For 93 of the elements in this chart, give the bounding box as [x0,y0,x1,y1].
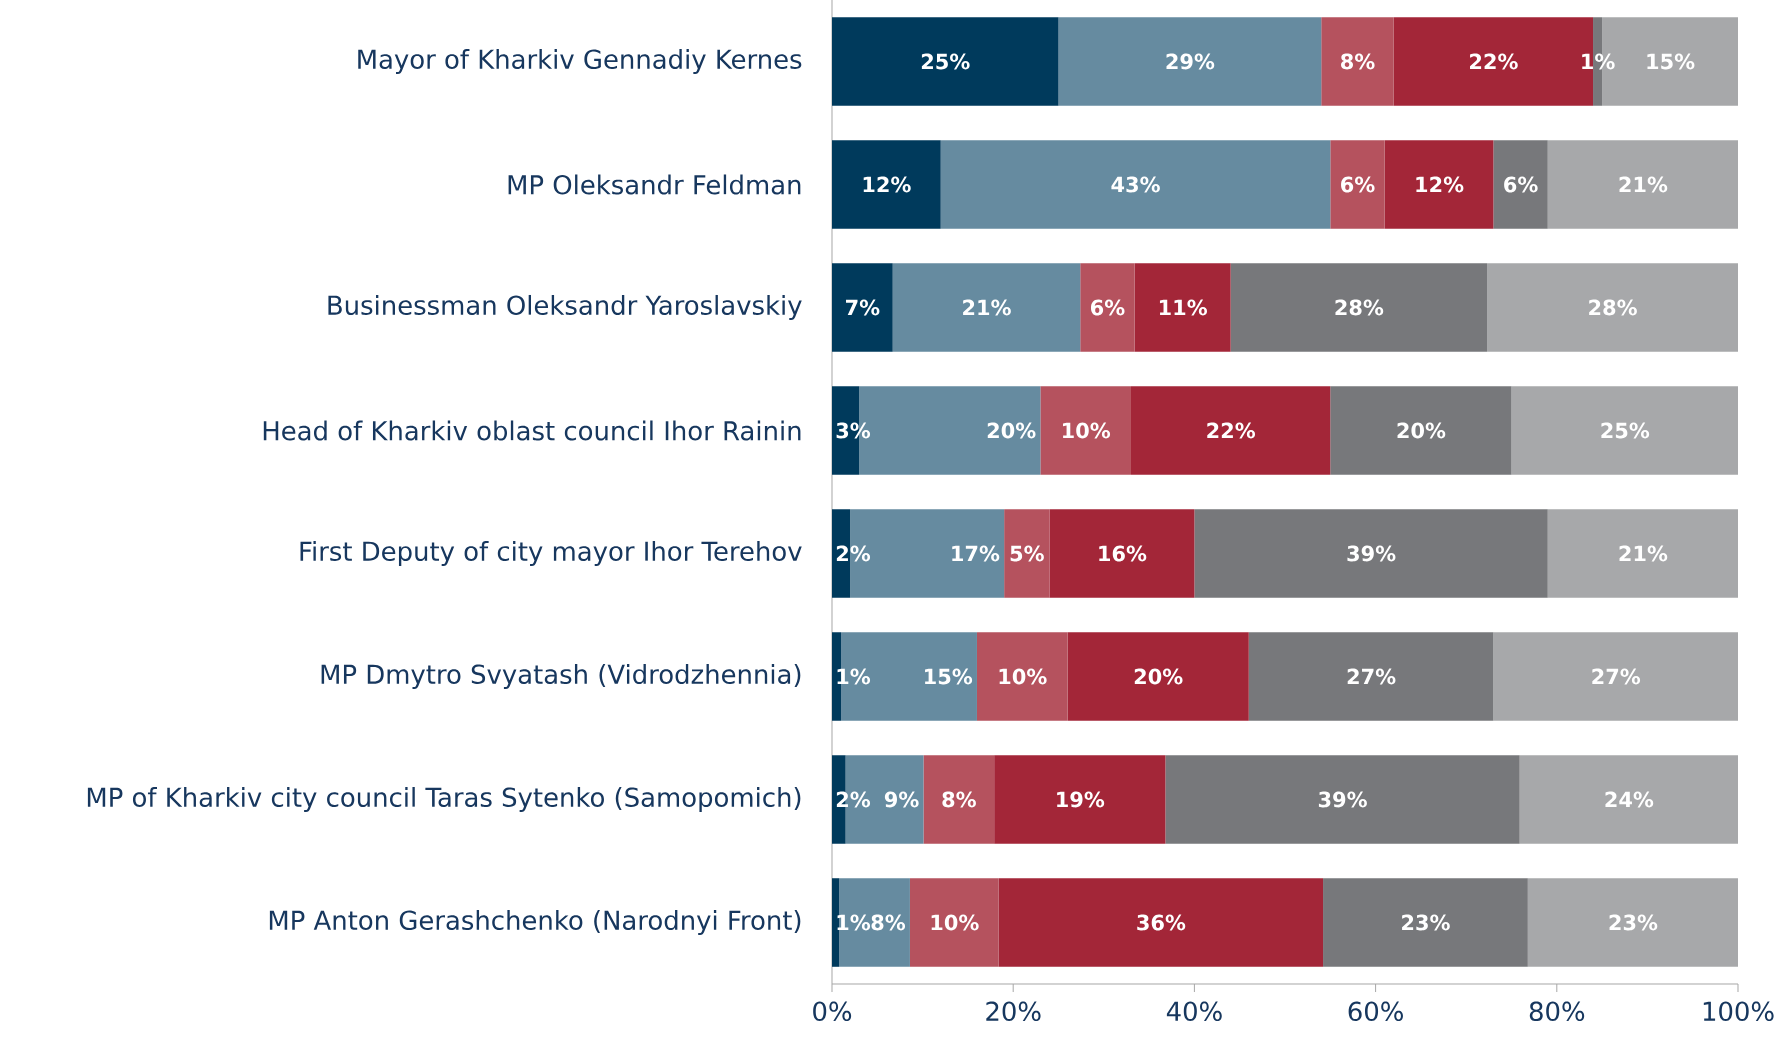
bar [832,17,1059,106]
bar [1487,263,1739,352]
data-label: 39% [1318,791,1367,808]
bar [832,140,941,229]
data-label: 25% [1601,422,1650,439]
bar [1321,17,1394,106]
bar [976,632,1068,721]
y-tick-label: MP Anton Gerashchenko (Narodnyi Front) [269,909,801,936]
bar [1248,632,1494,721]
bar [1165,755,1520,844]
data-label: 21% [1619,545,1668,562]
bar [1049,509,1195,598]
data-label: 43% [1111,176,1160,193]
data-label: 20% [1397,422,1446,439]
bar [909,878,999,967]
bar [1330,386,1512,475]
data-label: 15% [925,668,973,685]
y-tick-label: Head of Kharkiv oblast council Ihor Rainin [263,420,801,441]
x-tick-label: 20% [986,1001,1041,1022]
y-tick-label: MP of Kharkiv city council Taras Sytenko (Samopomich) [87,786,801,813]
data-label: 24% [1605,791,1654,808]
y-tick-label: Businessman Oleksandr Yaroslavskiy [328,294,802,321]
bar [1323,878,1528,967]
data-label: 36% [1137,914,1186,931]
bar [1493,632,1739,721]
bar [1040,386,1131,475]
data-label: 17% [952,545,1000,562]
y-tick-label: MP Oleksandr Feldman [508,174,801,195]
data-label: 9% [884,791,919,808]
data-label: 6% [1504,176,1538,193]
bar [892,263,1081,352]
bar [1080,263,1135,352]
data-label: 27% [1592,668,1641,685]
bar [1004,509,1050,598]
data-label: 28% [1589,299,1637,316]
data-label: 23% [1609,914,1658,931]
bar [940,140,1331,229]
data-label: 10% [1063,422,1111,439]
bar [1547,140,1739,229]
data-label: 25% [921,53,970,70]
data-label: 23% [1402,914,1450,931]
bar [1330,140,1385,229]
bar [1067,632,1249,721]
data-label: 7% [846,299,880,316]
data-label: 11% [1159,299,1208,316]
data-label: 3% [836,422,871,439]
data-label: 21% [963,299,1011,316]
data-label: 16% [1099,545,1147,562]
data-label: 15% [1647,53,1695,70]
y-tick-label: First Deputy of city mayor Ihor Terehov [300,540,802,567]
data-label: 20% [987,422,1036,439]
data-label: 28% [1335,299,1384,316]
bar [1384,140,1494,229]
y-tick-label: Mayor of Kharkiv Gennadiy Kernes [358,48,802,75]
x-tick-label: 80% [1529,1001,1585,1022]
data-label: 8% [942,791,976,808]
data-label: 22% [1207,422,1256,439]
data-label: 5% [1010,545,1044,562]
data-label: 6% [1090,299,1125,316]
data-label: 8% [871,914,906,931]
bar [998,878,1324,967]
data-label: 20% [1134,668,1183,685]
bar [1527,878,1739,967]
data-label: 12% [863,176,911,193]
data-label: 10% [999,668,1047,685]
bar [1130,386,1331,475]
data-label: 21% [1619,176,1668,193]
data-label: 27% [1347,668,1396,685]
data-label: 22% [1470,53,1518,70]
bar [1230,263,1488,352]
data-label: 19% [1057,791,1105,808]
data-label: 10% [931,914,979,931]
bar [1511,386,1739,475]
bar [832,263,893,352]
x-tick-label: 40% [1166,1001,1222,1022]
data-label: 29% [1166,53,1215,70]
bar [923,755,995,844]
bar [839,878,910,967]
data-label: 6% [1341,176,1375,193]
bar [1134,263,1231,352]
bar [1547,509,1739,598]
x-tick-label: 100% [1703,1001,1774,1022]
y-tick-label: MP Dmytro Svyatash (Vidrodzhennia) [321,663,801,690]
data-label: 39% [1347,545,1396,562]
data-label: 8% [1341,53,1375,70]
bar [1493,140,1548,229]
x-tick-label: 60% [1348,1001,1403,1022]
bar [1058,17,1322,106]
bar [994,755,1166,844]
bar [1519,755,1739,844]
bar [1194,509,1548,598]
x-tick-label: 0% [813,1001,852,1022]
data-label: 12% [1416,176,1464,193]
